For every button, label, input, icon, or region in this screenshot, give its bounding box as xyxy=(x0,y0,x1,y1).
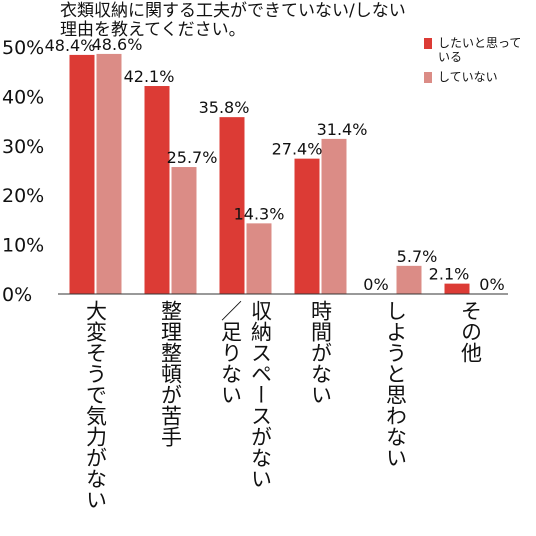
x-tick-label: しようと思わない xyxy=(381,300,411,468)
legend-swatch-series-2 xyxy=(424,72,432,83)
x-tick-label-line: 時間がない xyxy=(308,300,333,405)
bar xyxy=(219,117,245,294)
data-label: 2.1% xyxy=(429,265,470,284)
bar xyxy=(69,54,95,295)
x-tick-label: 大変そうで気力がない xyxy=(81,300,111,510)
x-tick-label-line: 大変そうで気力がない xyxy=(83,300,108,510)
x-tick-label-line: その他 xyxy=(458,300,483,363)
x-tick-label-line: ／足りない xyxy=(218,300,243,405)
bar xyxy=(144,86,170,294)
legend-item-series-1: したいと思っている xyxy=(424,36,528,64)
y-tick-label: 20% xyxy=(2,185,44,207)
x-tick-label: 時間がない xyxy=(306,300,336,405)
bar xyxy=(171,167,197,294)
x-tick-label: 整理整頓が苦手 xyxy=(156,300,186,447)
data-label: 48.6% xyxy=(92,35,143,54)
chart-title-line-1: 衣類収納に関する工夫ができていない/しない xyxy=(60,1,406,21)
data-label: 0% xyxy=(363,275,388,294)
x-tick-label-line: 整理整頓が苦手 xyxy=(158,300,183,447)
bar xyxy=(444,283,470,294)
y-tick-label: 0% xyxy=(2,284,32,306)
x-tick-label: その他 xyxy=(456,300,486,363)
bar xyxy=(96,53,122,294)
data-label: 42.1% xyxy=(124,67,175,86)
chart-title: 衣類収納に関する工夫ができていない/しない 理由を教えてください。 xyxy=(60,2,530,40)
x-tick-label-line: しようと思わない xyxy=(383,300,408,468)
chart-title-line-2: 理由を教えてください。 xyxy=(60,20,246,40)
data-label: 48.4% xyxy=(45,36,96,55)
bar xyxy=(294,158,320,294)
legend-label-series-1: したいと思っている xyxy=(438,36,522,64)
y-tick-label: 50% xyxy=(2,37,44,59)
x-tick-label: 収納スペースがない ／足りない xyxy=(216,300,276,489)
x-tick-label-line: 収納スペースがない xyxy=(248,300,273,489)
data-label: 5.7% xyxy=(397,247,438,266)
bar xyxy=(246,223,272,294)
bar xyxy=(396,265,422,294)
legend-item-series-2: していない xyxy=(424,70,528,84)
legend-swatch-series-1 xyxy=(424,38,432,49)
data-label: 35.8% xyxy=(199,98,250,117)
data-label: 25.7% xyxy=(167,148,218,167)
data-label: 14.3% xyxy=(234,204,285,223)
data-label: 31.4% xyxy=(317,120,368,139)
data-label: 27.4% xyxy=(272,140,323,159)
bar xyxy=(321,138,347,294)
legend: したいと思っている していない xyxy=(424,36,528,90)
y-tick-label: 40% xyxy=(2,86,44,108)
y-tick-label: 30% xyxy=(2,136,44,158)
y-tick-label: 10% xyxy=(2,235,44,257)
legend-label-series-2: していない xyxy=(438,70,498,84)
data-label: 0% xyxy=(479,275,504,294)
